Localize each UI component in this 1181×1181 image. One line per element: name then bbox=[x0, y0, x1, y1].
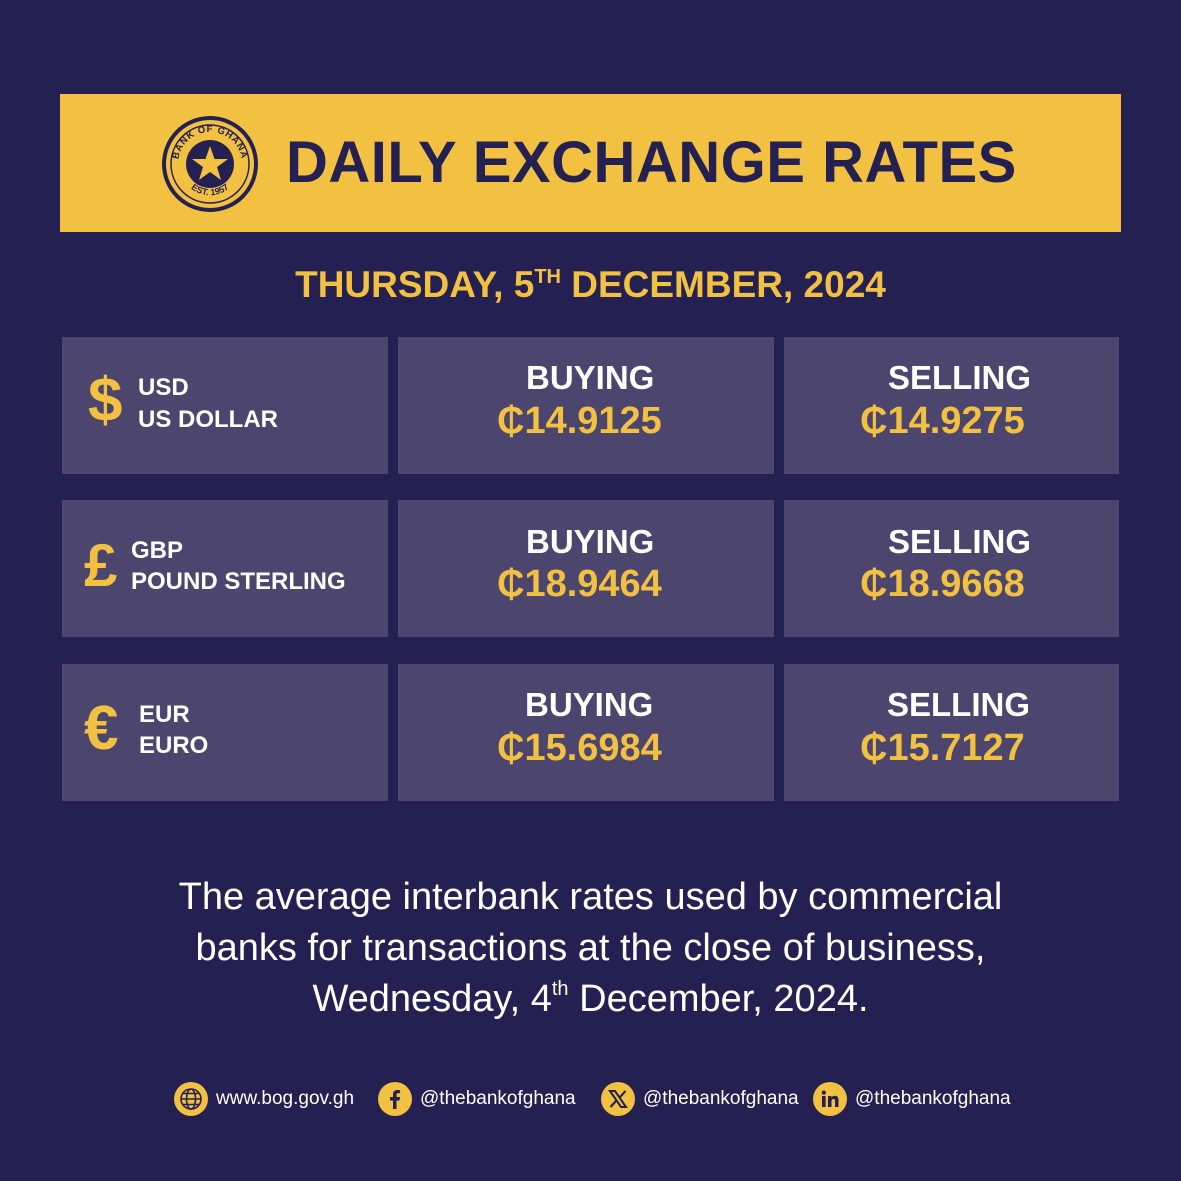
note-line-3-b: December, 2024. bbox=[568, 978, 869, 1020]
globe-icon bbox=[174, 1082, 208, 1116]
selling-cell-eur: SELLING ₵15.7127 bbox=[784, 664, 1119, 801]
note-line-1: The average interbank rates used by comm… bbox=[178, 876, 1003, 918]
buying-rate: ₵18.9464 bbox=[497, 563, 662, 605]
facebook-handle: @thebankofghana bbox=[420, 1088, 576, 1109]
buying-rate: ₵15.6984 bbox=[497, 727, 662, 769]
website-text: www.bog.gov.gh bbox=[216, 1088, 355, 1109]
currency-cell-gbp: £ GBP POUND STERLING bbox=[62, 500, 388, 637]
x-icon bbox=[601, 1082, 635, 1116]
page-title: DAILY EXCHANGE RATES bbox=[286, 130, 1017, 195]
buying-label: BUYING bbox=[525, 686, 654, 723]
buying-label: BUYING bbox=[526, 359, 655, 396]
currency-code: USD bbox=[138, 374, 189, 401]
selling-cell-gbp: SELLING ₵18.9668 bbox=[784, 500, 1119, 637]
buying-cell-eur: BUYING ₵15.6984 bbox=[398, 664, 774, 801]
date-weekday: THURSDAY, 5 bbox=[295, 264, 535, 305]
svg-text:EST. 1957: EST. 1957 bbox=[190, 182, 231, 198]
seal-text-bottom: EST. 1957 bbox=[190, 182, 231, 198]
pound-icon: £ bbox=[84, 532, 118, 599]
note-line-3: Wednesday, 4th December, 2024. bbox=[100, 974, 1081, 1025]
euro-icon: € bbox=[84, 694, 119, 763]
linkedin-link[interactable]: @thebankofghana bbox=[813, 1082, 1011, 1116]
date-ordinal: TH bbox=[534, 266, 561, 288]
facebook-link[interactable]: @thebankofghana bbox=[378, 1082, 576, 1116]
selling-label: SELLING bbox=[888, 523, 1032, 560]
dollar-icon: $ bbox=[88, 366, 123, 435]
buying-rate: ₵14.9125 bbox=[497, 400, 662, 442]
selling-rate: ₵18.9668 bbox=[860, 563, 1025, 605]
selling-cell-usd: SELLING ₵14.9275 bbox=[784, 337, 1119, 474]
note-line-2: banks for transactions at the close of b… bbox=[195, 927, 986, 969]
rates-note: The average interbank rates used by comm… bbox=[100, 872, 1081, 1025]
x-handle: @thebankofghana bbox=[643, 1088, 799, 1109]
linkedin-icon bbox=[813, 1082, 847, 1116]
currency-name: POUND STERLING bbox=[131, 568, 346, 595]
buying-label: BUYING bbox=[526, 523, 655, 560]
currency-name: US DOLLAR bbox=[138, 406, 278, 433]
selling-rate: ₵15.7127 bbox=[860, 727, 1025, 769]
currency-code: EUR bbox=[139, 701, 190, 728]
buying-cell-usd: BUYING ₵14.9125 bbox=[398, 337, 774, 474]
bank-of-ghana-seal: BANK OF GHANA EST. 1957 bbox=[162, 116, 258, 212]
facebook-icon bbox=[378, 1082, 412, 1116]
note-line-3-sup: th bbox=[551, 978, 569, 1000]
x-link[interactable]: @thebankofghana bbox=[601, 1082, 799, 1116]
linkedin-handle: @thebankofghana bbox=[855, 1088, 1011, 1109]
selling-label: SELLING bbox=[888, 359, 1032, 396]
currency-cell-eur: € EUR EURO bbox=[62, 664, 388, 801]
selling-label: SELLING bbox=[887, 686, 1031, 723]
buying-cell-gbp: BUYING ₵18.9464 bbox=[398, 500, 774, 637]
currency-name: EURO bbox=[139, 732, 209, 759]
note-line-3-a: Wednesday, 4 bbox=[312, 978, 552, 1020]
currency-cell-usd: $ USD US DOLLAR bbox=[62, 337, 388, 474]
date-heading: THURSDAY, 5TH DECEMBER, 2024 bbox=[0, 262, 1181, 308]
website-link[interactable]: www.bog.gov.gh bbox=[174, 1082, 354, 1116]
date-rest: DECEMBER, 2024 bbox=[560, 264, 886, 305]
selling-rate: ₵14.9275 bbox=[860, 400, 1025, 442]
currency-code: GBP bbox=[131, 537, 184, 564]
